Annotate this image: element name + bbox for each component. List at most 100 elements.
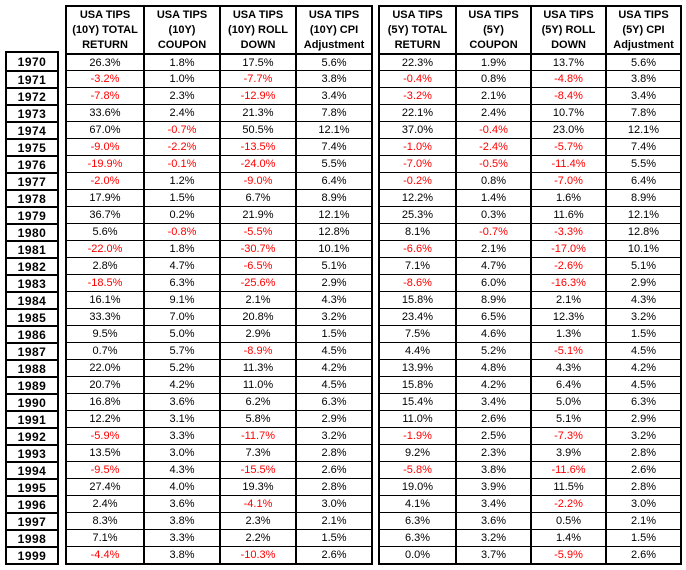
- value-cell: 2.6%: [605, 546, 680, 563]
- column-header: USA TIPS (5Y) COUPON: [455, 7, 530, 53]
- value-cell: 7.4%: [605, 138, 680, 155]
- value-cell: 2.8%: [295, 444, 371, 461]
- year-cell: 1987: [7, 342, 57, 359]
- value-cell: -7.3%: [530, 427, 605, 444]
- year-cell: 1970: [17, 54, 47, 69]
- header-line: COUPON: [469, 38, 518, 51]
- year-cell: 1971: [7, 70, 57, 87]
- value-cell: 2.5%: [455, 427, 530, 444]
- value-cell: 0.5%: [530, 512, 605, 529]
- value-cell: 2.1%: [295, 512, 371, 529]
- value-cell: -4.8%: [530, 70, 605, 87]
- value-cell: 23.0%: [530, 121, 605, 138]
- value-cell: 0.0%: [380, 546, 455, 563]
- value-cell: 21.9%: [219, 206, 295, 223]
- value-cell: -18.5%: [67, 274, 143, 291]
- value-cell: 5.5%: [295, 155, 371, 172]
- year-cell: 1990: [7, 393, 57, 410]
- header-line: Adjustment: [303, 38, 365, 51]
- value-cell: 1.5%: [605, 325, 680, 342]
- value-cell: 1.2%: [143, 172, 219, 189]
- value-cell: 4.7%: [143, 257, 219, 274]
- value-cell: -0.4%: [455, 121, 530, 138]
- value-cell: -24.0%: [219, 155, 295, 172]
- value-cell: -6.5%: [219, 257, 295, 274]
- value-cell: 7.4%: [295, 138, 371, 155]
- value-cell: 3.3%: [143, 529, 219, 546]
- value-cell: 7.8%: [605, 104, 680, 121]
- value-cell: 3.8%: [295, 70, 371, 87]
- value-cell: 11.6%: [530, 206, 605, 223]
- value-cell: 20.7%: [67, 376, 143, 393]
- year-cell: 1997: [7, 512, 57, 529]
- header-line: DOWN: [551, 38, 586, 51]
- value-cell: 3.4%: [295, 87, 371, 104]
- value-cell: 3.2%: [295, 308, 371, 325]
- value-cell: 0.3%: [455, 206, 530, 223]
- value-cell: -22.0%: [67, 240, 143, 257]
- value-cell: 16.1%: [67, 291, 143, 308]
- value-cell: 5.2%: [455, 342, 530, 359]
- value-cell: 26.3%: [67, 53, 143, 70]
- header-line: (10Y) CPI: [309, 23, 359, 36]
- value-cell: 2.8%: [605, 478, 680, 495]
- value-cell: 23.4%: [380, 308, 455, 325]
- value-cell: -11.7%: [219, 427, 295, 444]
- value-cell: 4.3%: [530, 359, 605, 376]
- value-cell: 0.8%: [455, 70, 530, 87]
- value-cell: -0.7%: [455, 223, 530, 240]
- year-cell: 1975: [7, 138, 57, 155]
- header-line: USA TIPS: [156, 8, 208, 21]
- value-cell: 4.5%: [605, 342, 680, 359]
- value-cell: 3.2%: [605, 427, 680, 444]
- value-cell: 2.4%: [143, 104, 219, 121]
- value-cell: -2.2%: [530, 495, 605, 512]
- value-cell: 6.3%: [380, 512, 455, 529]
- value-cell: 3.4%: [455, 495, 530, 512]
- value-cell: -9.0%: [219, 172, 295, 189]
- value-cell: 5.0%: [143, 325, 219, 342]
- header-line: USA TIPS: [618, 8, 669, 21]
- value-cell: -2.0%: [67, 172, 143, 189]
- value-cell: 7.1%: [67, 529, 143, 546]
- value-cell: 50.5%: [219, 121, 295, 138]
- value-cell: -10.3%: [219, 546, 295, 563]
- value-cell: 3.6%: [455, 512, 530, 529]
- value-cell: 5.1%: [605, 257, 680, 274]
- column-header: USA TIPS (10Y) TOTAL RETURN: [67, 7, 143, 53]
- value-cell: 8.1%: [380, 223, 455, 240]
- value-cell: -3.3%: [530, 223, 605, 240]
- value-cell: 1.8%: [143, 240, 219, 257]
- value-cell: -8.9%: [219, 342, 295, 359]
- year-cell: 1972: [7, 87, 57, 104]
- year-cell: 1991: [7, 410, 57, 427]
- year-cell: 1995: [7, 478, 57, 495]
- year-cell: 1989: [7, 376, 57, 393]
- value-cell: 2.3%: [455, 444, 530, 461]
- value-cell: -0.2%: [380, 172, 455, 189]
- value-cell: 5.6%: [605, 53, 680, 70]
- value-cell: 2.9%: [605, 274, 680, 291]
- value-cell: 2.9%: [605, 410, 680, 427]
- value-cell: 4.2%: [143, 376, 219, 393]
- value-cell: 10.1%: [295, 240, 371, 257]
- value-cell: 6.3%: [295, 393, 371, 410]
- value-cell: 1.4%: [455, 189, 530, 206]
- value-cell: 2.9%: [295, 274, 371, 291]
- value-cell: 2.8%: [295, 478, 371, 495]
- value-cell: 13.7%: [530, 53, 605, 70]
- value-cell: 0.7%: [67, 342, 143, 359]
- value-cell: 6.7%: [219, 189, 295, 206]
- value-cell: 7.3%: [219, 444, 295, 461]
- value-cell: 2.9%: [219, 325, 295, 342]
- value-cell: 3.4%: [455, 393, 530, 410]
- value-cell: 3.8%: [143, 546, 219, 563]
- value-cell: 3.3%: [143, 427, 219, 444]
- value-cell: 3.0%: [143, 444, 219, 461]
- value-cell: 17.5%: [219, 53, 295, 70]
- value-cell: 8.9%: [295, 189, 371, 206]
- value-cell: 3.6%: [143, 393, 219, 410]
- value-cell: 4.1%: [380, 495, 455, 512]
- value-cell: 12.2%: [380, 189, 455, 206]
- value-cell: 4.2%: [295, 359, 371, 376]
